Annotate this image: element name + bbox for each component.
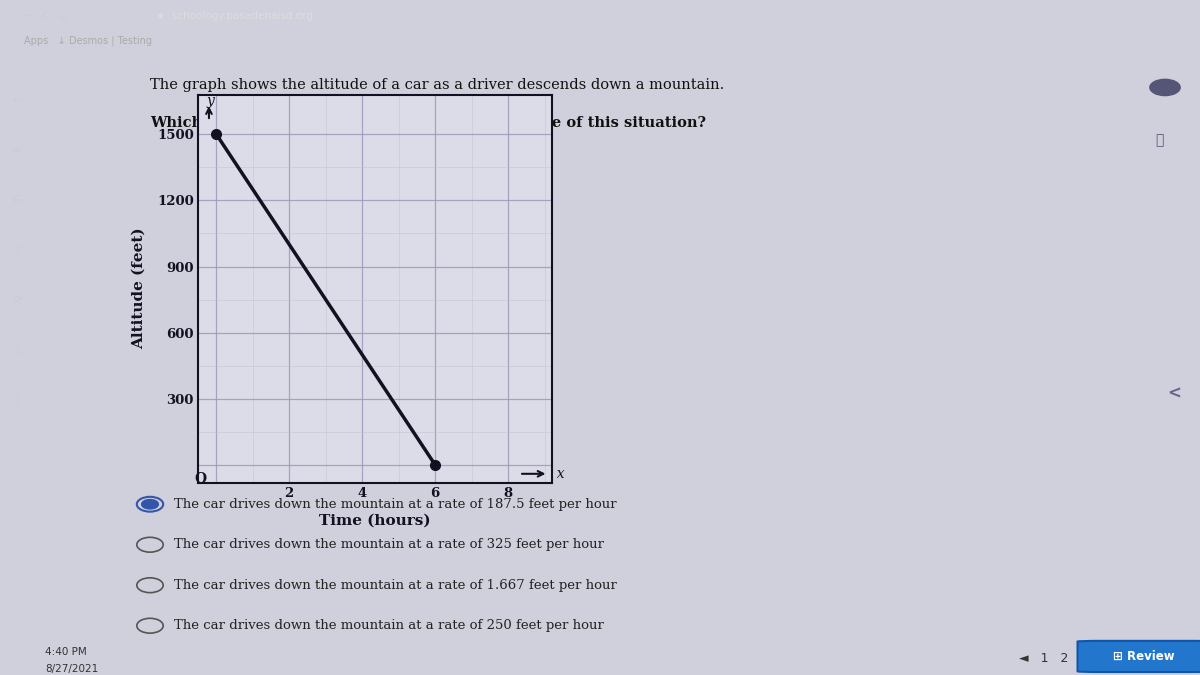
- Text: The car drives down the mountain at a rate of 325 feet per hour: The car drives down the mountain at a ra…: [174, 538, 604, 551]
- Text: ★  schoology.pasadenaisd.org: ★ schoology.pasadenaisd.org: [156, 11, 313, 21]
- Text: The graph shows the altitude of a car as a driver descends down a mountain.: The graph shows the altitude of a car as…: [150, 78, 725, 92]
- Y-axis label: Altitude (feet): Altitude (feet): [132, 227, 146, 350]
- Text: <: <: [1168, 385, 1181, 403]
- Text: ⤢: ⤢: [1154, 134, 1163, 148]
- Text: The car drives down the mountain at a rate of 1.667 feet per hour: The car drives down the mountain at a ra…: [174, 578, 617, 592]
- Text: G: G: [12, 195, 22, 205]
- Text: x: x: [548, 467, 565, 481]
- Text: 4:40 PM: 4:40 PM: [46, 647, 88, 657]
- Text: ←: ←: [12, 95, 22, 105]
- Text: ≡: ≡: [12, 145, 22, 155]
- Text: The car drives down the mountain at a rate of 187.5 feet per hour: The car drives down the mountain at a ra…: [174, 497, 617, 511]
- Circle shape: [1150, 80, 1180, 96]
- Text: Apps   ↓ Desmos | Testing: Apps ↓ Desmos | Testing: [24, 36, 152, 47]
- Text: The car drives down the mountain at a rate of 250 feet per hour: The car drives down the mountain at a ra…: [174, 619, 604, 632]
- Text: J: J: [16, 395, 18, 405]
- Text: Which of these best represents the rate of change of this situation?: Which of these best represents the rate …: [150, 115, 707, 130]
- Text: 8/27/2021: 8/27/2021: [46, 664, 98, 674]
- Text: y: y: [206, 94, 215, 108]
- Text: ♫: ♫: [12, 345, 22, 355]
- FancyBboxPatch shape: [1078, 641, 1200, 672]
- Text: i: i: [1163, 82, 1166, 92]
- Text: ⟳: ⟳: [12, 295, 22, 305]
- Text: ⊞ Review: ⊞ Review: [1114, 650, 1175, 663]
- X-axis label: Time (hours): Time (hours): [319, 514, 431, 528]
- Text: ◄   1   2: ◄ 1 2: [1019, 652, 1068, 665]
- Text: ←   C   ⌂: ← C ⌂: [24, 11, 66, 21]
- Text: O: O: [194, 472, 206, 486]
- Text: ♪: ♪: [13, 245, 20, 255]
